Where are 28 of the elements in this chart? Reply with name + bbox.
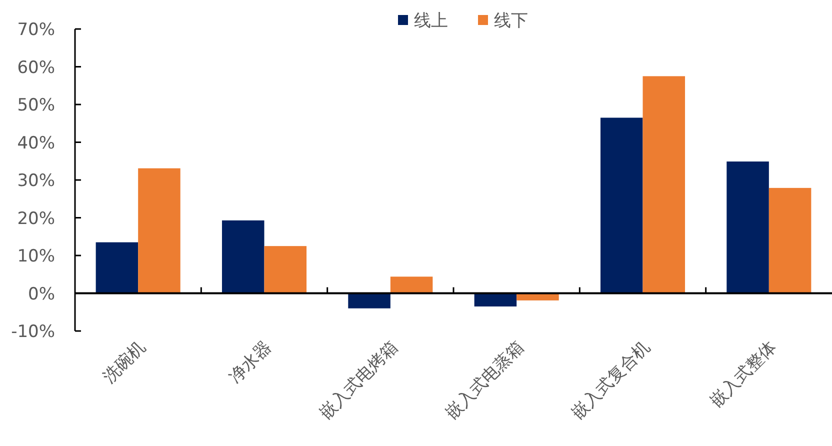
y-tick-label: 60% [17, 58, 55, 78]
bar [96, 242, 138, 294]
y-tick-label: -10% [11, 322, 55, 342]
bar [222, 220, 264, 294]
x-tick-label: 嵌入式整体 [706, 337, 780, 412]
bar [348, 293, 390, 308]
bar [138, 168, 180, 294]
y-tick-label: 50% [17, 96, 55, 116]
bar [474, 293, 517, 306]
bar [600, 118, 643, 294]
bar [768, 188, 812, 294]
x-tick-label: 嵌入式电蒸箱 [442, 337, 528, 424]
y-tick-label: 20% [17, 208, 55, 229]
y-tick-label: 10% [17, 246, 55, 266]
y-tick-label: 0% [28, 284, 55, 304]
x-tick-label: 嵌入式电烤箱 [316, 337, 402, 424]
bar [390, 276, 433, 294]
bar [264, 246, 307, 294]
bar [642, 76, 686, 294]
legend-label: 线下 [494, 11, 528, 31]
x-tick-label: 净水器 [226, 337, 276, 388]
bar [726, 162, 769, 294]
x-tick-label: 洗碗机 [99, 337, 150, 388]
legend-label: 线上 [414, 11, 448, 31]
y-tick-label: 40% [17, 133, 55, 154]
y-tick-label: 70% [17, 20, 55, 40]
x-tick-label: 嵌入式复合机 [568, 337, 654, 424]
y-tick-label: 30% [17, 171, 55, 191]
